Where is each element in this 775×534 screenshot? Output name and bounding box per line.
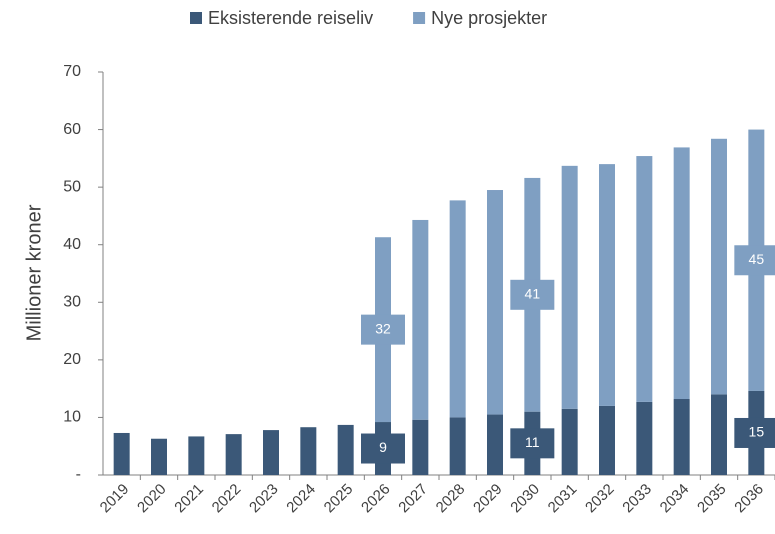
data-label: 15 [749,424,765,440]
y-tick-label: 40 [63,236,81,253]
x-tick-label: 2021 [171,481,207,517]
legend-swatch [190,12,202,24]
bar-segment [599,164,615,406]
bar-segment [487,414,503,475]
bar-segment [412,419,429,475]
data-label: 9 [379,439,387,455]
x-tick-label: 2034 [657,481,693,517]
bar-segment [599,405,615,475]
x-tick-label: 2027 [395,481,431,517]
x-tick-label: 2028 [433,481,469,517]
x-tick-label: 2029 [470,481,506,517]
bar-segment [449,200,466,418]
x-tick-label: 2032 [582,481,618,517]
x-tick-label: 2019 [97,481,133,517]
bar-segment [113,432,130,475]
x-tick-label: 2022 [209,481,245,517]
data-label-box [361,433,405,464]
bar-segment [673,399,690,475]
bar-segment [225,434,242,475]
data-label-box [734,417,775,448]
x-tick-label: 2024 [283,481,319,517]
data-label: 45 [749,251,765,267]
y-tick-label: 30 [63,294,81,311]
data-label-box [361,314,405,345]
bar-segment [263,430,279,475]
bar-segment [673,147,690,400]
x-tick-label: 2025 [321,481,357,517]
y-axis-title: Millioner kroner [23,204,45,341]
data-label: 11 [525,434,540,450]
data-label: 32 [375,320,391,336]
y-tick-label: - [76,466,81,483]
y-tick-label: 70 [63,63,81,80]
legend-label: Eksisterende reiseliv [208,8,373,28]
bar-segment [561,165,578,409]
legend-label: Nye prosjekter [431,8,547,28]
data-label: 41 [525,286,541,302]
bar-segment [337,424,354,475]
bar-segment [188,436,205,475]
data-label-box [510,428,555,459]
bar-segment [412,219,429,420]
x-tick-label: 2023 [246,481,282,517]
legend-swatch [413,12,426,24]
y-tick-label: 20 [63,351,81,368]
bar-segment [636,156,653,402]
bar-segment [561,408,578,475]
y-tick-label: 50 [63,178,81,195]
x-tick-label: 2026 [358,481,394,517]
bar-segment [449,417,466,475]
data-label-box [510,279,555,310]
bar-segment [711,394,727,475]
x-tick-label: 2036 [731,481,767,517]
x-tick-label: 2035 [694,481,730,517]
y-tick-label: 60 [63,121,81,138]
bar-segment [711,138,727,395]
x-tick-label: 2031 [545,481,581,517]
bar-segment [636,401,653,475]
x-tick-label: 2033 [619,481,655,517]
data-label-box [734,245,775,276]
x-tick-label: 2020 [134,481,170,517]
x-tick-label: 2030 [507,481,543,517]
bar-segment [487,190,503,415]
bar-segment [151,438,167,475]
y-tick-label: 10 [63,409,81,426]
bar-segment [300,427,317,475]
